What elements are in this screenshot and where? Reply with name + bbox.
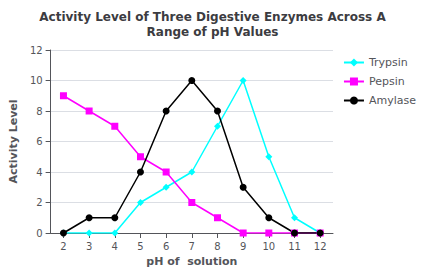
svg-text:6: 6 — [36, 136, 42, 147]
svg-text:10: 10 — [262, 241, 275, 252]
svg-text:6: 6 — [163, 241, 169, 252]
svg-text:Activity Level: Activity Level — [7, 99, 20, 183]
svg-text:10: 10 — [30, 75, 43, 86]
svg-text:5: 5 — [137, 241, 143, 252]
svg-text:Trypsin: Trypsin — [368, 56, 408, 69]
svg-text:Pepsin: Pepsin — [369, 75, 405, 88]
svg-text:pH of solution: pH of solution — [146, 255, 237, 268]
svg-text:3: 3 — [86, 241, 92, 252]
svg-text:Activity Level of Three Digest: Activity Level of Three Digestive Enzyme… — [39, 10, 386, 24]
svg-text:12: 12 — [314, 241, 327, 252]
svg-text:8: 8 — [36, 106, 42, 117]
svg-text:Amylase: Amylase — [369, 94, 416, 107]
svg-text:2: 2 — [60, 241, 66, 252]
svg-text:9: 9 — [240, 241, 246, 252]
svg-text:4: 4 — [112, 241, 118, 252]
svg-text:2: 2 — [36, 197, 42, 208]
svg-text:0: 0 — [36, 228, 42, 239]
svg-text:12: 12 — [30, 45, 43, 56]
svg-text:8: 8 — [214, 241, 220, 252]
svg-text:11: 11 — [288, 241, 301, 252]
svg-text:7: 7 — [189, 241, 195, 252]
svg-text:Range of pH Values: Range of pH Values — [147, 25, 279, 39]
svg-text:4: 4 — [36, 167, 42, 178]
